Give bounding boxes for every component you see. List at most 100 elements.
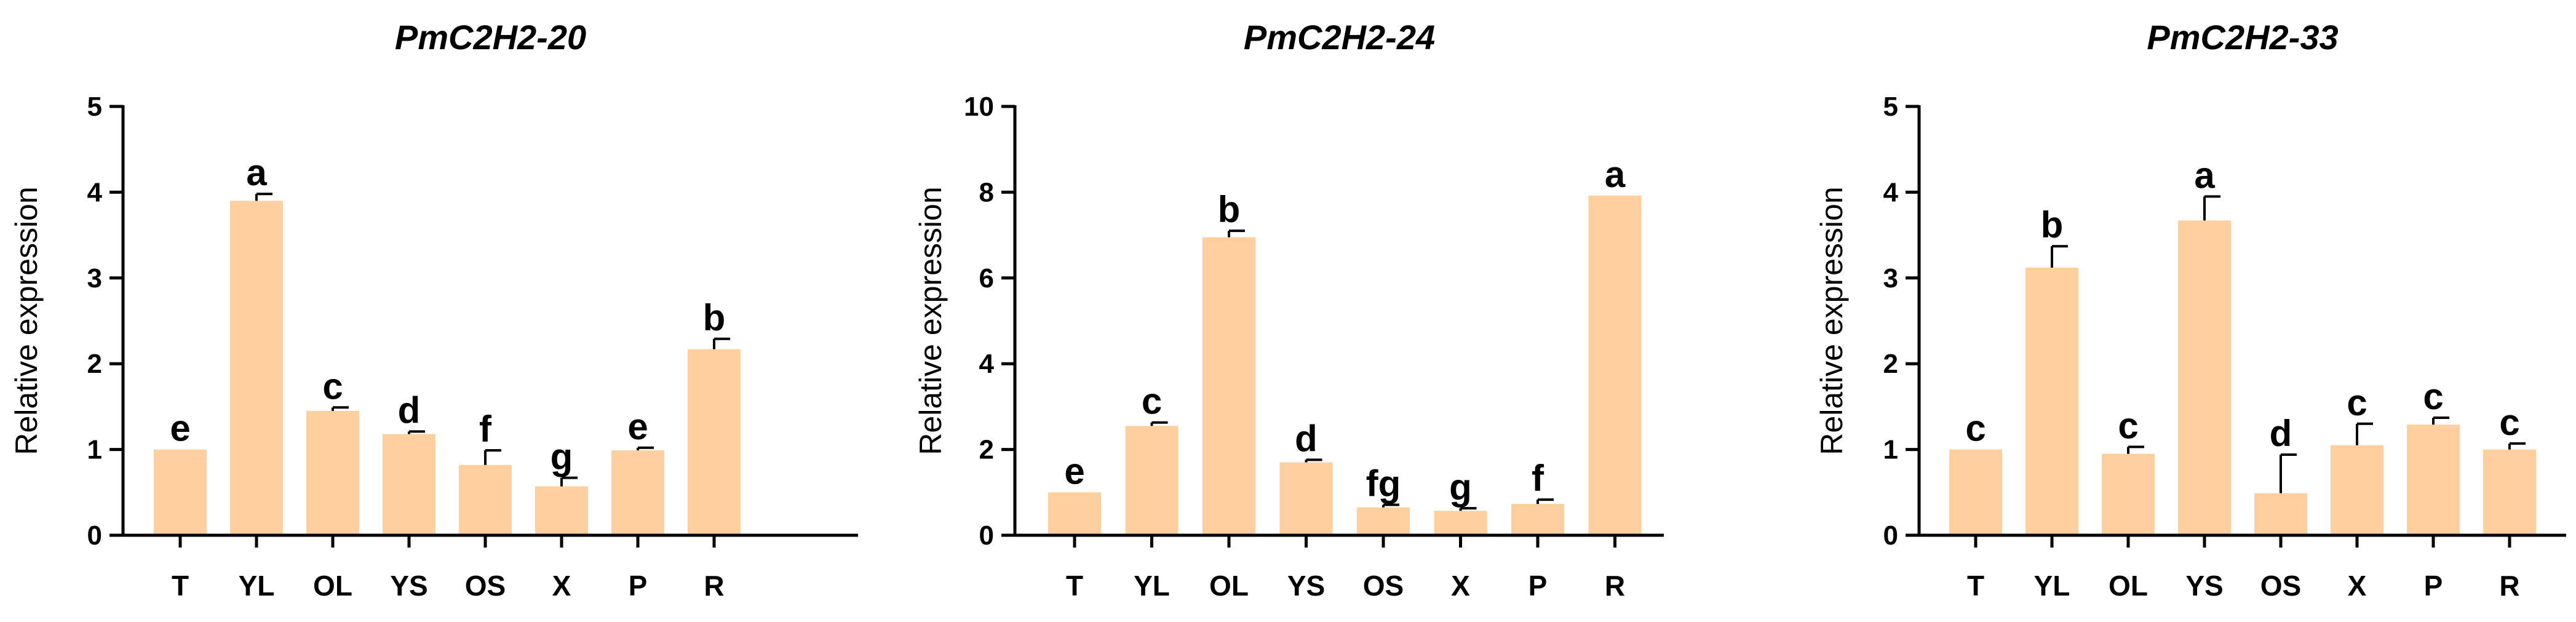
- y-tick-label: 0: [1883, 520, 1898, 551]
- bar-R: [688, 349, 741, 535]
- y-tick-label: 0: [87, 520, 102, 551]
- bar-OL: [1203, 237, 1255, 535]
- x-tick-label: OL: [2109, 570, 2148, 602]
- chart-panel-3: PmC2H2-33 Relative expression c b c a d c c c 0 1 2 3…: [1815, 18, 2566, 602]
- x-tick-label: OL: [1209, 570, 1249, 602]
- y-tick-label: 2: [87, 349, 102, 379]
- y-tick-label: 3: [87, 263, 102, 293]
- significance-letter: b: [1218, 189, 1241, 230]
- bar-OS: [2254, 493, 2307, 535]
- significance-letter: d: [1295, 418, 1318, 459]
- significance-letter: b: [703, 297, 726, 338]
- y-tick-label: 8: [979, 177, 994, 207]
- significance-letter: b: [2041, 204, 2064, 245]
- significance-letter: d: [398, 389, 421, 431]
- bar-OS: [459, 465, 512, 535]
- x-tick-label: P: [1529, 570, 1548, 602]
- x-tick-label: P: [629, 570, 648, 602]
- significance-letter: c: [2499, 402, 2519, 443]
- y-tick-label: 4: [1883, 177, 1899, 207]
- significance-letter: fg: [1366, 463, 1401, 504]
- significance-letter: a: [246, 152, 267, 193]
- y-axis-label: Relative expression: [1815, 186, 1849, 455]
- significance-letter: c: [1965, 408, 1986, 449]
- bar-X: [1434, 511, 1487, 535]
- significance-letter: f: [479, 409, 492, 450]
- x-tick-label: P: [2424, 570, 2443, 602]
- x-tick-label: T: [1967, 570, 1984, 602]
- x-tick-label: OS: [1363, 570, 1404, 602]
- chart-title: PmC2H2-24: [1244, 18, 1435, 57]
- chart-panel-1: PmC2H2-20 Relative expression e a c d f g e b 0 1 2 3…: [9, 18, 858, 602]
- x-tick-label: T: [172, 570, 189, 602]
- y-tick-label: 4: [87, 177, 103, 207]
- x-tick-label: YS: [2185, 570, 2223, 602]
- y-tick-label: 6: [979, 263, 994, 293]
- significance-letter: e: [170, 408, 190, 449]
- bar-X: [535, 486, 588, 535]
- significance-letter: e: [1064, 450, 1084, 492]
- bar-P: [611, 450, 664, 535]
- y-tick-label: 1: [1883, 435, 1898, 465]
- bar-T: [1949, 449, 2002, 535]
- x-tick-label: YL: [239, 570, 275, 602]
- bar-X: [2331, 445, 2383, 535]
- significance-letter: a: [1605, 154, 1626, 195]
- bar-YL: [1125, 426, 1179, 535]
- x-tick-label: OL: [313, 570, 352, 602]
- x-tick-label: X: [2348, 570, 2367, 602]
- significance-letter: a: [2194, 154, 2215, 196]
- significance-letter: f: [1532, 458, 1544, 499]
- x-tick-label: YS: [1287, 570, 1325, 602]
- bar-OL: [306, 410, 359, 535]
- y-tick-label: 10: [964, 92, 994, 122]
- bar-R: [2483, 449, 2536, 535]
- y-tick-label: 1: [87, 435, 102, 465]
- x-tick-label: OS: [2260, 570, 2301, 602]
- x-tick-label: OS: [465, 570, 506, 602]
- bar-YL: [230, 201, 283, 536]
- bar-YS: [2178, 220, 2231, 535]
- significance-letter: g: [1449, 466, 1472, 508]
- bar-OS: [1357, 507, 1410, 535]
- y-tick-label: 2: [979, 435, 994, 465]
- bar-OL: [2102, 453, 2155, 535]
- x-tick-label: YL: [1134, 570, 1170, 602]
- x-tick-label: YS: [390, 570, 427, 602]
- y-axis-label: Relative expression: [913, 186, 948, 455]
- significance-letter: c: [2423, 376, 2443, 417]
- bar-P: [2407, 425, 2460, 535]
- significance-letter: g: [551, 436, 573, 477]
- x-tick-label: YL: [2034, 570, 2070, 602]
- significance-letter: c: [1142, 381, 1162, 422]
- significance-letter: e: [627, 406, 648, 447]
- x-tick-label: R: [2499, 570, 2519, 602]
- y-tick-label: 4: [979, 349, 995, 379]
- bar-T: [154, 449, 207, 535]
- bar-T: [1048, 492, 1101, 535]
- y-tick-label: 2: [1883, 349, 1898, 379]
- y-tick-label: 3: [1883, 263, 1898, 293]
- x-tick-label: R: [704, 570, 724, 602]
- x-tick-label: X: [552, 570, 571, 602]
- chart-title: PmC2H2-33: [2147, 18, 2338, 57]
- chart-panel-2: PmC2H2-24 Relative expression e c b d fg g f a 0 2 4…: [913, 18, 1664, 602]
- significance-letter: c: [2118, 405, 2138, 446]
- chart-title: PmC2H2-20: [395, 18, 586, 57]
- bar-P: [1511, 504, 1564, 535]
- bar-YL: [2025, 268, 2078, 535]
- significance-letter: c: [322, 365, 343, 407]
- bar-YS: [383, 434, 435, 535]
- x-tick-label: T: [1066, 570, 1083, 602]
- y-tick-label: 0: [979, 520, 994, 551]
- significance-letter: d: [2270, 413, 2292, 454]
- x-tick-label: X: [1451, 570, 1470, 602]
- bar-YS: [1279, 462, 1333, 535]
- significance-letter: c: [2347, 382, 2367, 423]
- y-tick-label: 5: [87, 92, 102, 122]
- y-tick-label: 5: [1883, 92, 1898, 122]
- bar-R: [1588, 195, 1642, 535]
- y-axis-label: Relative expression: [9, 186, 44, 455]
